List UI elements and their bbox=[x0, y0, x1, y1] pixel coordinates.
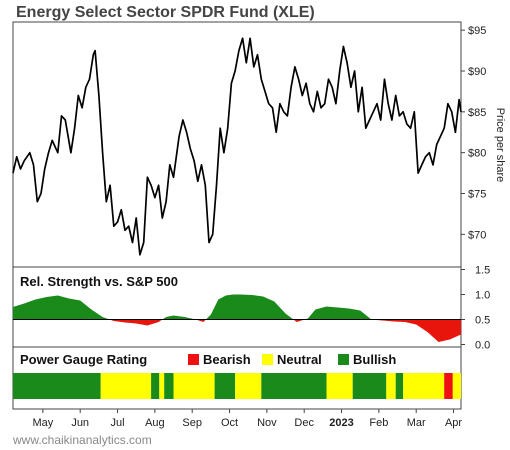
relative-strength-tick-label: 0.5 bbox=[475, 315, 490, 327]
month-label: Mar bbox=[407, 417, 426, 429]
source-footer: www.chaikinanalytics.com bbox=[12, 433, 152, 447]
x-axis: May Jun Jul Aug Sep Oct Nov Dec 2023 Feb Mar Apr bbox=[32, 409, 462, 429]
power-gauge-panel: Power Gauge Rating Bearish Neutral Bullish bbox=[12, 346, 462, 410]
price-tick-label: $80 bbox=[468, 148, 486, 160]
relative-strength-y-axis: 1.5 1.0 0.5 0.0 bbox=[461, 265, 490, 352]
month-label: Sep bbox=[182, 417, 202, 429]
month-label: Jun bbox=[71, 417, 89, 429]
gauge-segment-neutral bbox=[452, 373, 461, 399]
price-tick-label: $75 bbox=[468, 189, 486, 201]
relative-strength-area-below bbox=[109, 319, 163, 326]
month-label: Jul bbox=[111, 417, 125, 429]
relative-strength-area-above bbox=[162, 315, 196, 320]
gauge-segment-neutral bbox=[173, 373, 215, 399]
relative-strength-tick-label: 1.5 bbox=[475, 265, 490, 277]
relative-strength-title: Rel. Strength vs. S&P 500 bbox=[20, 274, 178, 289]
price-tick-label: $70 bbox=[468, 229, 486, 241]
gauge-segment-bearish bbox=[444, 373, 453, 399]
gauge-segment-bullish bbox=[352, 373, 387, 399]
price-panel: $70 $75 $80 $85 $90 $95 Price per share bbox=[12, 21, 506, 268]
gauge-segment-bullish bbox=[13, 373, 101, 399]
legend-swatch-bullish bbox=[338, 354, 349, 365]
relative-strength-tick-label: 0.0 bbox=[475, 340, 490, 352]
legend-label-bullish: Bullish bbox=[353, 352, 396, 367]
month-label: Apr bbox=[445, 417, 462, 429]
relative-strength-area-above bbox=[13, 295, 110, 320]
gauge-segment-bullish bbox=[214, 373, 236, 399]
relative-strength-area-below bbox=[371, 319, 461, 342]
gauge-segment-neutral bbox=[235, 373, 262, 399]
power-gauge-bar bbox=[13, 373, 461, 399]
month-label: Nov bbox=[257, 417, 277, 429]
gauge-segment-bullish bbox=[151, 373, 160, 399]
legend-label-bearish: Bearish bbox=[203, 352, 251, 367]
relative-strength-area-below bbox=[195, 319, 206, 322]
month-label: 2023 bbox=[329, 417, 353, 429]
relative-strength-panel: Rel. Strength vs. S&P 500 1.5 1.0 0.5 0.0 bbox=[12, 265, 490, 352]
price-tick-label: $95 bbox=[468, 25, 486, 37]
gauge-segment-neutral bbox=[326, 373, 353, 399]
month-label: Aug bbox=[145, 417, 165, 429]
power-gauge-title: Power Gauge Rating bbox=[20, 352, 147, 367]
legend-swatch-neutral bbox=[262, 354, 273, 365]
gauge-segment-bullish bbox=[395, 373, 404, 399]
month-label: Oct bbox=[221, 417, 238, 429]
month-label: May bbox=[32, 417, 53, 429]
gauge-segment-neutral bbox=[386, 373, 396, 399]
price-tick-label: $85 bbox=[468, 107, 486, 119]
gauge-segment-neutral bbox=[100, 373, 152, 399]
price-y-axis: $70 $75 $80 $85 $90 $95 bbox=[461, 25, 486, 241]
price-line bbox=[12, 37, 462, 256]
relative-strength-area-below bbox=[293, 319, 305, 322]
month-label: Feb bbox=[369, 417, 388, 429]
gauge-segment-bullish bbox=[164, 373, 174, 399]
gauge-segment-neutral bbox=[403, 373, 445, 399]
legend-swatch-bearish bbox=[188, 354, 199, 365]
relative-strength-area bbox=[13, 294, 461, 342]
relative-strength-area-above bbox=[205, 294, 294, 320]
relative-strength-area-above bbox=[304, 306, 372, 320]
chart-title: Energy Select Sector SPDR Fund (XLE) bbox=[16, 4, 315, 21]
legend-label-neutral: Neutral bbox=[277, 352, 322, 367]
price-tick-label: $90 bbox=[468, 66, 486, 78]
power-gauge-legend: Bearish Neutral Bullish bbox=[188, 352, 396, 367]
gauge-segment-bullish bbox=[261, 373, 327, 399]
gauge-segment-neutral bbox=[159, 373, 165, 399]
relative-strength-tick-label: 1.0 bbox=[475, 290, 490, 302]
price-y-axis-label: Price per share bbox=[494, 108, 506, 183]
month-label: Dec bbox=[294, 417, 314, 429]
